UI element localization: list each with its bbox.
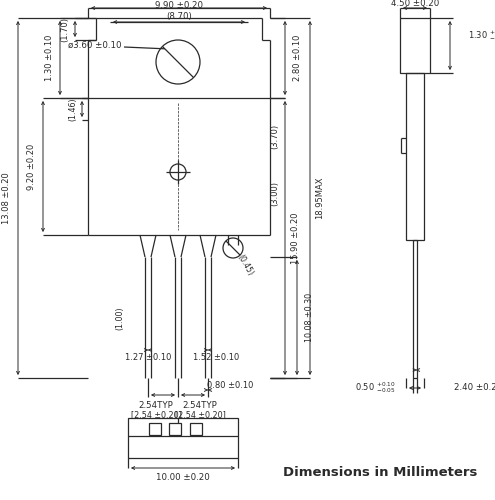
Text: 9.20 ±0.20: 9.20 ±0.20	[27, 144, 36, 190]
Text: (3.00): (3.00)	[270, 180, 280, 206]
Bar	[169, 423, 181, 435]
Text: 18.95MAX: 18.95MAX	[315, 177, 325, 219]
Text: (1.70): (1.70)	[60, 16, 69, 42]
Text: 9.90 ±0.20: 9.90 ±0.20	[155, 0, 203, 10]
Text: (3.70): (3.70)	[270, 124, 280, 148]
Text: 2.54TYP: 2.54TYP	[183, 402, 217, 410]
Text: 1.30 $^{+0.10}_{-0.05}$: 1.30 $^{+0.10}_{-0.05}$	[468, 28, 495, 44]
Text: (1.46): (1.46)	[68, 97, 78, 121]
Text: 2.80 ±0.10: 2.80 ±0.10	[293, 35, 301, 81]
Text: (0.45): (0.45)	[235, 253, 254, 277]
Text: 0.50 $^{+0.10}_{-0.05}$: 0.50 $^{+0.10}_{-0.05}$	[355, 380, 396, 396]
Text: 10.08 ±0.30: 10.08 ±0.30	[305, 293, 314, 342]
Text: (8.70): (8.70)	[166, 12, 192, 22]
Text: 1.27 ±0.10: 1.27 ±0.10	[125, 352, 171, 362]
Bar	[400, 18, 430, 73]
Text: (1.00): (1.00)	[115, 306, 125, 330]
Text: 4.50 ±0.20: 4.50 ±0.20	[391, 0, 439, 8]
Bar	[413, 240, 417, 378]
Text: 2.40 ±0.20: 2.40 ±0.20	[454, 384, 495, 392]
Text: 0.80 ±0.10: 0.80 ±0.10	[207, 380, 253, 390]
Text: [2.54 ±0.20]: [2.54 ±0.20]	[175, 410, 225, 420]
Text: 1.30 ±0.10: 1.30 ±0.10	[45, 35, 53, 81]
Bar	[128, 418, 238, 458]
Text: 2.54TYP: 2.54TYP	[139, 402, 173, 410]
Text: Dimensions in Millimeters: Dimensions in Millimeters	[283, 466, 477, 478]
Bar	[190, 423, 202, 435]
Text: 10.00 ±0.20: 10.00 ±0.20	[156, 472, 210, 482]
Bar	[406, 73, 424, 240]
Text: 13.08 ±0.20: 13.08 ±0.20	[2, 172, 11, 224]
Text: 1.52 ±0.10: 1.52 ±0.10	[193, 352, 239, 362]
Text: 15.90 ±0.20: 15.90 ±0.20	[292, 212, 300, 264]
Text: [2.54 ±0.20]: [2.54 ±0.20]	[131, 410, 182, 420]
Text: ø3.60 ±0.10: ø3.60 ±0.10	[68, 40, 122, 50]
Bar	[149, 423, 161, 435]
